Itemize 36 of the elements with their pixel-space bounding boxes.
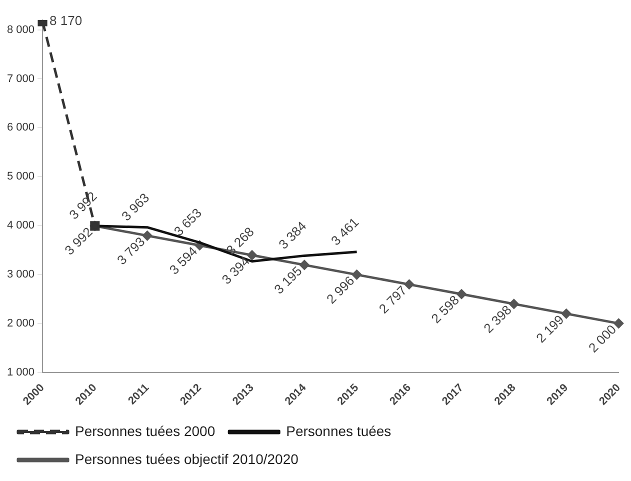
data-label: 3 992: [66, 188, 100, 222]
data-label: 3 594: [166, 244, 200, 278]
data-label: 3 461: [328, 214, 362, 248]
data-label: 8 170: [50, 13, 82, 28]
data-label: 3 963: [118, 190, 152, 224]
data-label: 3 195: [271, 263, 305, 297]
point: [614, 318, 624, 328]
point: [509, 299, 519, 309]
data-label: 3 384: [276, 218, 310, 252]
legend-label: Personnes tuées 2000: [75, 422, 216, 439]
y-tick-label: 3 000: [6, 268, 35, 281]
y-tick-label: 7 000: [6, 72, 35, 85]
y-tick-label: 4 000: [6, 220, 35, 232]
point: [247, 250, 257, 260]
data-label: 3 793: [114, 234, 148, 268]
y-tick-label: 2 000: [6, 317, 35, 330]
data-label: 2 398: [480, 302, 514, 336]
data-label: 2 000: [585, 322, 620, 356]
point: [456, 289, 466, 299]
y-tick-label: 1 000: [6, 366, 35, 378]
legend-label: Personnes tuées objectif 2010/2020: [75, 450, 299, 467]
y-tick-label: 5 000: [6, 170, 35, 183]
y-tick-label: 8 000: [6, 24, 35, 36]
point: [300, 260, 310, 270]
data-label: 3 992: [62, 224, 96, 258]
legend-label: Personnes tuées: [286, 422, 392, 439]
point: [142, 230, 152, 240]
point: [562, 308, 572, 318]
y-tick-label: 6 000: [6, 122, 35, 134]
point: [352, 270, 362, 280]
data-label: 2 598: [428, 292, 462, 326]
data-label: 2 199: [533, 312, 567, 346]
data-label: 2 797: [376, 282, 410, 316]
point: [404, 280, 414, 290]
data-label: 2 996: [324, 272, 358, 307]
data-label: 3 653: [170, 205, 204, 239]
